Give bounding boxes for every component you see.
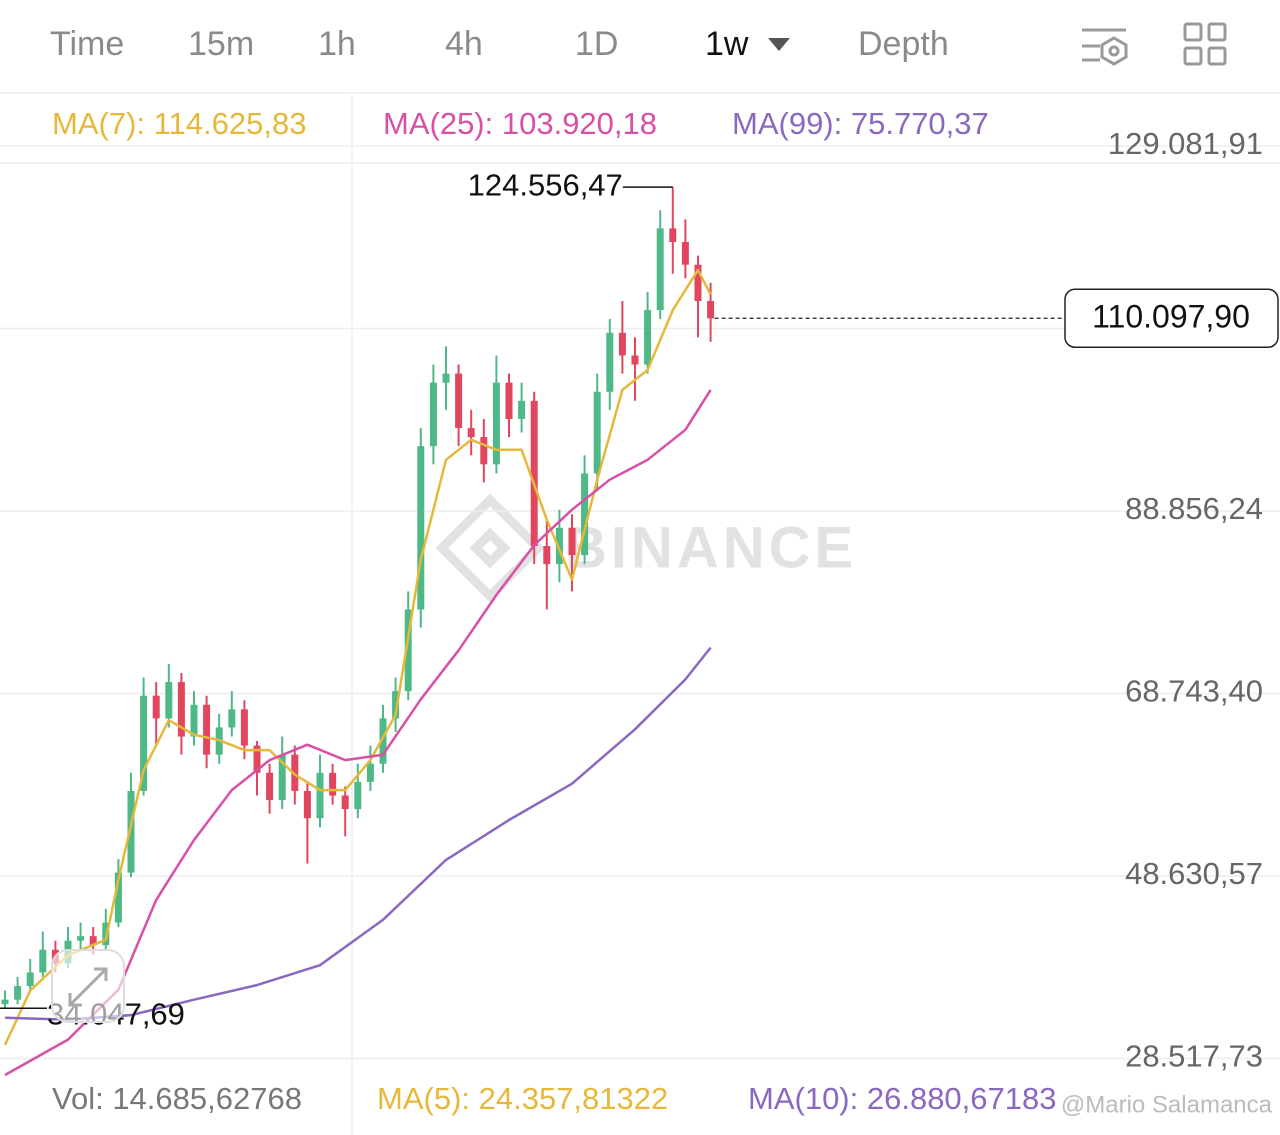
y-tick-label: 28.517,73 [1125,1039,1263,1074]
candle-body [266,772,274,801]
candle-body [329,772,337,796]
candle-body [581,473,589,556]
ma-line [4,389,712,1077]
vol-legend: MA(5): 24.357,81322 [377,1081,668,1116]
candle-body [177,682,185,737]
y-tick-label: 68.743,40 [1125,674,1263,709]
candle-body [114,872,122,923]
candle-body [1,999,9,1005]
timeframe-bar: Time 15m 1h 4h 1D 1w Depth [50,25,949,63]
fullscreen-button[interactable] [51,949,125,1023]
candle-body [543,545,551,565]
y-tick-label: 48.630,57 [1125,856,1263,891]
candle-body [203,704,211,755]
y-tick-label: 88.856,24 [1125,491,1263,526]
candle-body [505,382,513,419]
candle-body [606,332,614,392]
candle-body [278,754,286,801]
candle-body [656,228,664,311]
candle-body [39,949,47,973]
candle-body [455,373,463,429]
candle-body [253,745,261,773]
toolbar-icons [1082,22,1227,66]
candle-body [568,527,576,556]
candle-body [190,704,198,737]
candle-body [644,310,652,365]
candle-body [480,437,488,465]
indicator-settings-icon[interactable] [1082,28,1128,66]
candle-body [240,709,248,746]
candle-body [467,428,475,438]
candle-body [555,527,563,565]
candle-body [492,382,500,465]
candle-body [127,790,135,873]
candle-body [379,718,387,764]
dropdown-arrow[interactable] [768,38,790,51]
candle-body [417,446,425,610]
candle-body [669,228,677,243]
ma-legend: MA(7): 114.625,83 [52,106,306,141]
candle-body [165,682,173,719]
candle-body [518,400,526,419]
credit: @Mario Salamanca [1061,1091,1273,1118]
candle-body [228,709,236,728]
candle-body [291,754,299,791]
high-label: 124.556,47 [468,167,623,202]
timeframe-tab[interactable]: 4h [445,25,483,63]
candle-body [530,400,538,546]
candle-body [707,300,715,319]
candle-body [89,936,97,946]
candle-body [681,242,689,265]
candle-body [316,772,324,819]
candle-body [442,373,450,383]
timeframe-tab[interactable]: Depth [858,25,949,63]
last-price-label: 110.097,90 [1092,299,1250,335]
timeframe-tab[interactable]: 1w [705,25,749,63]
candle-body [303,790,311,819]
candle-body [618,332,626,356]
candle-body [404,609,412,692]
vol-legend: Vol: 14.685,62768 [52,1081,302,1116]
watermark: BINANCE [435,493,857,603]
layout-icon[interactable] [1183,22,1227,66]
timeframe-tab[interactable]: 1h [318,25,356,63]
watermark-text: BINANCE [565,515,857,580]
candle-body [694,264,702,301]
candle-body [77,936,85,941]
candle-body [14,986,22,1000]
candle-body [631,355,639,365]
candle-body [593,391,601,474]
last-price-box [1064,288,1279,349]
ma-line [4,646,712,1021]
ma-legend: MA(25): 103.920,18 [383,106,657,141]
candle-body [140,695,148,791]
timeframe-tab[interactable]: 15m [188,25,254,63]
candle-body [341,795,349,810]
timeframe-tab[interactable]: Time [50,25,124,63]
y-tick-label: 129.081,91 [1108,126,1263,161]
candle-body [366,763,374,782]
vol-legend: MA(10): 26.880,67183 [748,1081,1057,1116]
ma-line [3,268,712,1046]
ma-legend: MA(99): 75.770,37 [732,106,989,141]
timeframe-tab[interactable]: 1D [575,25,618,63]
candle-body [152,695,160,719]
candle-body [429,382,437,447]
candle-body [354,781,362,810]
candle-body [26,972,34,987]
candle-body [392,691,400,719]
